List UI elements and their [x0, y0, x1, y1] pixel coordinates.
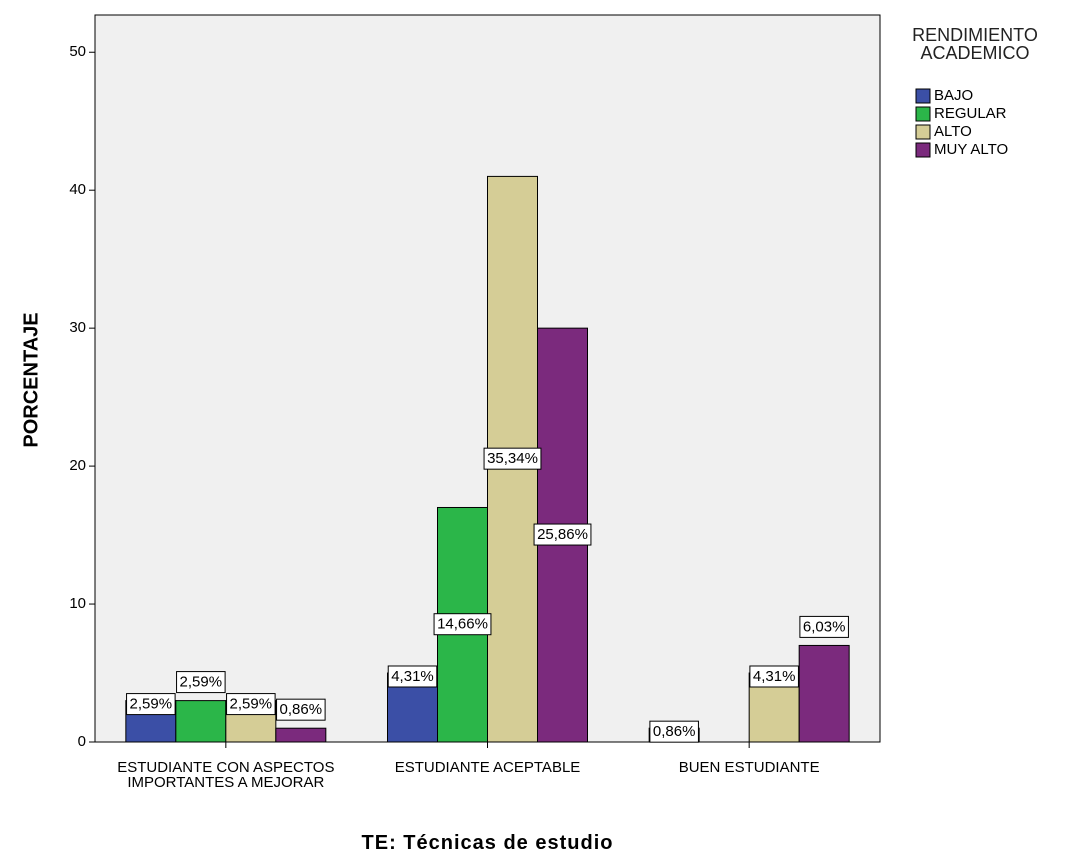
value-label-box	[433, 613, 492, 636]
y-tick-label: 40	[69, 181, 86, 198]
legend-label: REGULAR	[934, 105, 1007, 122]
legend-label: BAJO	[934, 87, 973, 104]
value-label-box	[226, 693, 276, 716]
legend-swatch	[915, 142, 931, 158]
legend-swatch	[915, 106, 931, 122]
legend-label: MUY ALTO	[934, 141, 1008, 158]
x-tick-label: ESTUDIANTE CON ASPECTOS IMPORTANTES A ME…	[117, 759, 335, 791]
bar	[275, 727, 327, 743]
value-label: 14,66%	[437, 616, 488, 633]
value-label: 35,34%	[487, 450, 538, 467]
value-label-box	[533, 523, 592, 546]
x-tick-label: BUEN ESTUDIANTE	[678, 759, 820, 776]
x-tick-label: ESTUDIANTE ACEPTABLE	[394, 759, 581, 776]
value-label: 2,59%	[130, 696, 173, 713]
value-label: 6,03%	[803, 618, 846, 635]
value-label-box	[649, 720, 699, 743]
legend-swatch	[915, 124, 931, 140]
bar	[175, 700, 227, 743]
x-axis-title: TE: Técnicas de estudio	[361, 832, 614, 854]
value-label-box	[483, 447, 542, 470]
value-label-box	[387, 665, 438, 688]
value-label-box	[799, 615, 849, 638]
legend-title: RENDIMIENTO ACADEMICO	[912, 25, 1038, 63]
value-label: 0,86%	[280, 701, 323, 718]
value-label-box	[749, 665, 799, 688]
legend-swatch	[915, 88, 931, 104]
y-tick-label: 50	[69, 43, 86, 60]
value-label: 4,31%	[391, 668, 434, 685]
legend-label: ALTO	[934, 123, 972, 140]
y-tick-label: 10	[69, 595, 86, 612]
y-tick-label: 20	[69, 457, 86, 474]
value-label: 0,86%	[653, 723, 696, 740]
value-label: 2,59%	[230, 696, 273, 713]
value-label-box	[276, 698, 326, 721]
y-tick-label: 30	[69, 319, 86, 336]
value-label-box	[176, 671, 226, 694]
value-label: 4,31%	[753, 668, 796, 685]
y-tick-label: 0	[78, 733, 86, 750]
value-label: 25,86%	[537, 526, 588, 543]
bar	[798, 644, 850, 743]
y-axis-title: PORCENTAJE	[20, 312, 42, 447]
value-label-box	[126, 693, 176, 716]
value-label: 2,59%	[180, 674, 223, 691]
